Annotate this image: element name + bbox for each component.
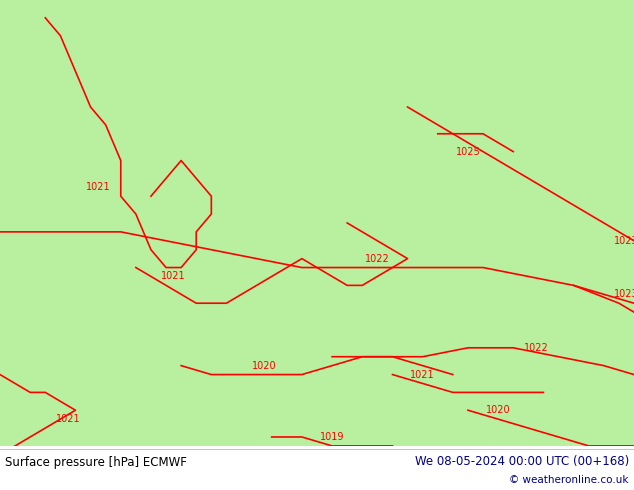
Text: 1020: 1020 <box>252 361 276 370</box>
Text: © weatheronline.co.uk: © weatheronline.co.uk <box>510 475 629 485</box>
Text: 1023: 1023 <box>614 289 634 299</box>
Text: Surface pressure [hPa] ECMWF: Surface pressure [hPa] ECMWF <box>5 456 187 469</box>
Text: 1023: 1023 <box>614 236 634 246</box>
Text: 1021: 1021 <box>410 369 435 380</box>
Text: 1021: 1021 <box>56 414 81 424</box>
Text: We 08-05-2024 00:00 UTC (00+168): We 08-05-2024 00:00 UTC (00+168) <box>415 455 629 468</box>
Text: 1021: 1021 <box>86 182 110 192</box>
Text: 1025: 1025 <box>456 147 481 157</box>
Text: 1020: 1020 <box>486 405 510 415</box>
Text: 1022: 1022 <box>524 343 548 353</box>
Text: 1022: 1022 <box>365 254 390 264</box>
Text: 1019: 1019 <box>320 432 344 442</box>
Text: 1021: 1021 <box>161 271 186 281</box>
